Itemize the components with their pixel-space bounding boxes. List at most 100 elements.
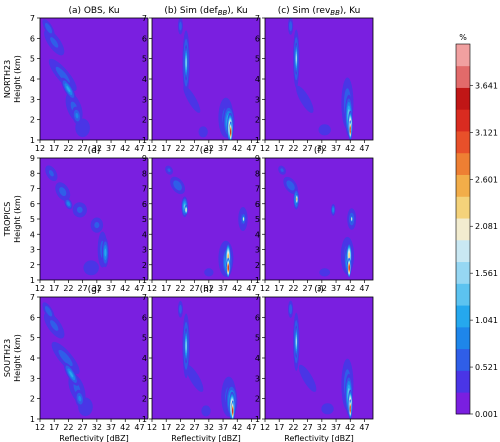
x-tick-label: 47 <box>134 284 144 293</box>
colorbar-segment <box>456 392 470 415</box>
y-tick-label: 5 <box>30 215 35 224</box>
contour-blob <box>183 85 201 113</box>
colorbar-segment <box>456 283 470 306</box>
x-tick-label: 37 <box>331 423 341 432</box>
colorbar-segment <box>456 370 470 393</box>
contour-level <box>55 66 70 84</box>
contour-level <box>179 304 182 314</box>
x-tick-label: 42 <box>120 284 130 293</box>
colorbar-tick-label: 2.081 <box>475 222 498 231</box>
y-axis-label: Height (km) <box>13 55 22 103</box>
x-tick-label: 42 <box>232 284 242 293</box>
contour-blob <box>72 202 87 218</box>
contour-blob <box>287 18 294 35</box>
x-axis-label: Reflectivity [dBZ] <box>284 434 354 442</box>
contour-level <box>286 180 295 191</box>
contour-blob <box>177 18 183 35</box>
x-tick-label: 27 <box>190 284 200 293</box>
x-tick-label: 22 <box>175 144 185 153</box>
contour-blob <box>51 341 80 375</box>
y-axis-label: Height (km) <box>13 334 22 382</box>
panel-title: (f) <box>314 146 324 156</box>
contour-blob <box>321 403 334 415</box>
x-tick-label: 42 <box>345 284 355 293</box>
row-label: SOUTH23 <box>3 339 12 377</box>
y-tick-label: 1 <box>255 276 260 285</box>
contour-level <box>50 320 59 331</box>
x-tick-label: 22 <box>288 423 298 432</box>
contour-level <box>185 341 187 351</box>
x-axis-label: Reflectivity [dBZ] <box>171 434 241 442</box>
contour-blob <box>184 205 188 215</box>
x-tick-label: 12 <box>147 144 157 153</box>
contour-blob <box>294 325 298 358</box>
x-tick-label: 12 <box>35 284 45 293</box>
x-tick-label: 17 <box>274 144 284 153</box>
x-tick-label: 22 <box>175 284 185 293</box>
y-tick-label: 8 <box>30 169 35 178</box>
contour-level <box>280 168 284 173</box>
contour-level <box>44 306 53 317</box>
contour-level <box>227 265 229 270</box>
y-tick-label: 6 <box>255 313 260 322</box>
colorbar-unit: % <box>459 33 467 42</box>
contour-blob <box>231 400 235 419</box>
y-tick-label: 3 <box>30 246 35 255</box>
contour-level <box>348 252 350 259</box>
x-tick-label: 12 <box>260 144 270 153</box>
panel-title: (c) Sim (revBB), Ku <box>278 6 361 17</box>
contour-level <box>76 206 83 213</box>
contour-level <box>204 268 214 277</box>
row-label: NORTH23 <box>3 60 12 98</box>
y-tick-label: 3 <box>142 374 147 383</box>
panel-title: (g) <box>88 285 101 295</box>
contour-blob <box>349 399 352 419</box>
y-tick-label: 4 <box>255 75 260 84</box>
colorbar-segment <box>456 218 470 241</box>
x-tick-label: 32 <box>92 284 102 293</box>
colorbar-tick-label: 2.601 <box>475 175 498 184</box>
y-tick-label: 3 <box>30 95 35 104</box>
y-tick-label: 7 <box>255 293 260 302</box>
contour-blob <box>318 124 331 136</box>
x-tick-label: 32 <box>204 144 214 153</box>
colorbar-segment <box>456 131 470 154</box>
panel-background <box>152 297 260 419</box>
x-tick-label: 37 <box>218 423 228 432</box>
y-tick-label: 4 <box>142 354 147 363</box>
colorbar-segment <box>456 65 470 88</box>
x-tick-label: 47 <box>246 144 256 153</box>
x-tick-label: 47 <box>359 144 369 153</box>
x-tick-label: 27 <box>303 284 313 293</box>
contour-level <box>83 260 99 276</box>
contour-blob <box>298 364 317 392</box>
contour-blob <box>229 121 233 140</box>
contour-level <box>289 21 293 32</box>
x-tick-label: 17 <box>161 284 171 293</box>
y-tick-label: 4 <box>255 230 260 239</box>
x-tick-label: 37 <box>106 423 116 432</box>
contour-level <box>321 403 334 415</box>
contour-blob <box>296 85 314 113</box>
y-tick-label: 6 <box>30 313 35 322</box>
x-tick-label: 22 <box>63 144 73 153</box>
row-label: TROPICS <box>3 202 12 238</box>
y-tick-label: 6 <box>142 200 147 209</box>
panel-background <box>40 297 148 419</box>
contour-level <box>75 112 79 119</box>
panel-background <box>265 18 373 140</box>
contour-level <box>185 208 187 211</box>
colorbar-segment <box>456 152 470 175</box>
contour-level <box>183 85 201 113</box>
x-tick-label: 32 <box>204 423 214 432</box>
contour-level <box>230 129 232 135</box>
y-tick-label: 1 <box>30 415 35 424</box>
y-tick-label: 8 <box>255 169 260 178</box>
y-tick-label: 6 <box>142 313 147 322</box>
y-tick-label: 3 <box>30 374 35 383</box>
contour-level <box>167 168 171 173</box>
